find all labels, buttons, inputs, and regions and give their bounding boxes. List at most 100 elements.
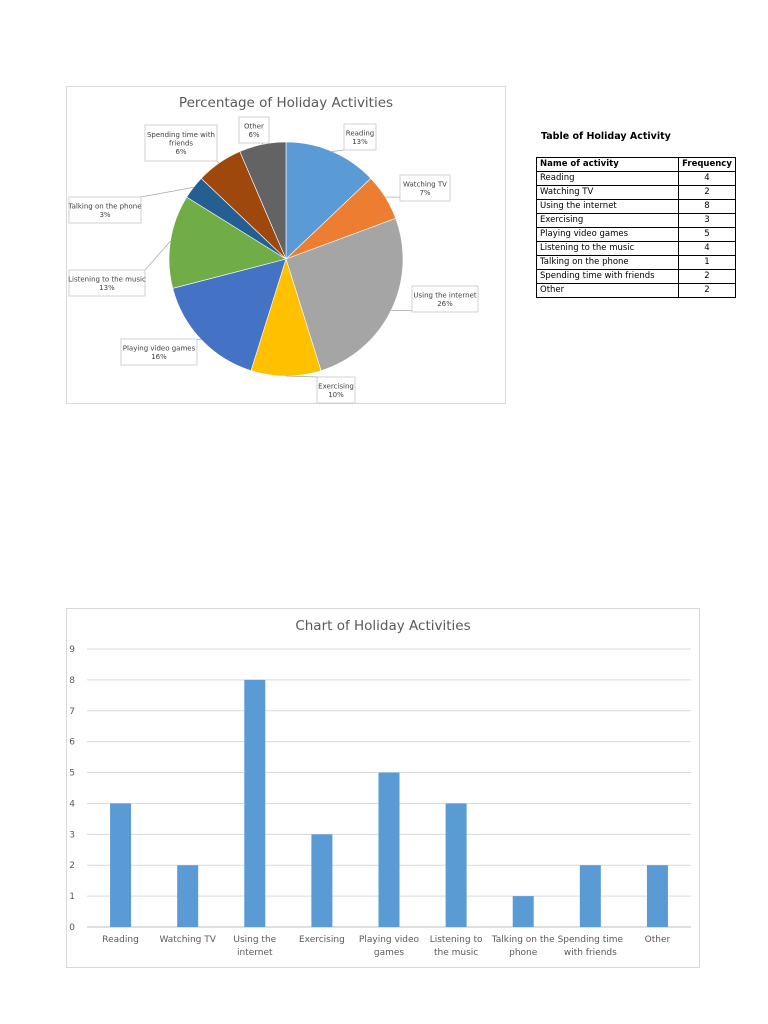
column-header-frequency: Frequency bbox=[678, 157, 736, 172]
pie-data-label-pct: 3% bbox=[99, 211, 110, 219]
y-tick-label: 0 bbox=[69, 923, 75, 933]
pie-data-label-pct: 13% bbox=[99, 284, 115, 292]
bar-spending-time-with-friends bbox=[579, 865, 601, 927]
x-tick-label: Watching TV bbox=[159, 935, 216, 945]
frequency-cell: 2 bbox=[678, 269, 736, 284]
table-row: Watching TV 2 bbox=[536, 185, 736, 200]
frequency-cell: 5 bbox=[678, 227, 736, 242]
pie-data-label-name: Exercising bbox=[318, 382, 354, 390]
y-tick-label: 2 bbox=[69, 861, 75, 871]
x-tick-label: internet bbox=[237, 948, 273, 958]
bar-reading bbox=[110, 803, 132, 927]
activity-name-cell: Exercising bbox=[536, 213, 679, 228]
pie-data-label-pct: 16% bbox=[151, 353, 167, 361]
table-row: Listening to the music 4 bbox=[536, 241, 736, 256]
pie-data-label-pct: 6% bbox=[175, 148, 186, 156]
activity-table: Name of activity Frequency Reading 4 Watc… bbox=[536, 157, 736, 298]
x-tick-label: Listening to bbox=[430, 935, 483, 945]
pie-leader-line bbox=[285, 375, 318, 378]
frequency-cell: 4 bbox=[678, 171, 736, 186]
pie-data-label-name: Spending time with bbox=[147, 131, 215, 139]
pie-leader-line bbox=[216, 160, 220, 164]
x-tick-label: phone bbox=[509, 948, 538, 958]
table-row: Using the internet 8 bbox=[536, 199, 736, 214]
pie-data-label-pct: 10% bbox=[328, 391, 344, 399]
table-row: Exercising 3 bbox=[536, 213, 736, 228]
pie-data-label-pct: 26% bbox=[437, 300, 453, 308]
y-tick-label: 8 bbox=[69, 676, 75, 686]
column-header-activity: Name of activity bbox=[536, 157, 679, 172]
activity-name-cell: Spending time with friends bbox=[536, 269, 679, 284]
x-tick-label: games bbox=[374, 948, 405, 958]
pie-data-label-name: Other bbox=[244, 122, 264, 130]
bar-listening-to-the-music bbox=[445, 803, 467, 927]
bar-chart: Chart of Holiday Activities 0 1 2 3 4 5 6 7 8 9 Re… bbox=[66, 608, 700, 968]
y-tick-label: 9 bbox=[69, 645, 75, 655]
pie-slice-playing-video-games bbox=[172, 258, 287, 372]
pie-leader-line bbox=[140, 187, 194, 198]
pie-label-box bbox=[120, 338, 198, 366]
pie-label-box bbox=[399, 174, 451, 202]
activity-name-cell: Watching TV bbox=[536, 185, 679, 200]
bar-other bbox=[646, 865, 668, 927]
pie-label-box bbox=[411, 285, 479, 313]
frequency-cell: 4 bbox=[678, 241, 736, 256]
y-tick-label: 4 bbox=[69, 799, 75, 809]
x-tick-label: Spending time bbox=[558, 935, 624, 945]
y-tick-label: 3 bbox=[69, 830, 75, 840]
pie-data-label-pct: 6% bbox=[248, 131, 259, 139]
pie-data-label-pct: 13% bbox=[352, 138, 368, 146]
y-tick-label: 1 bbox=[69, 892, 75, 902]
frequency-cell: 2 bbox=[678, 185, 736, 200]
pie-leader-line bbox=[144, 241, 171, 271]
x-tick-label: with friends bbox=[564, 948, 617, 958]
table-row: Playing video games 5 bbox=[536, 227, 736, 242]
table-row: Other 2 bbox=[536, 283, 736, 298]
table-row: Talking on the phone 1 bbox=[536, 255, 736, 270]
frequency-cell: 8 bbox=[678, 199, 736, 214]
pie-label-box bbox=[238, 116, 270, 144]
activity-name-cell: Reading bbox=[536, 171, 679, 186]
y-tick-label: 5 bbox=[69, 769, 75, 779]
table-row: Reading 4 bbox=[536, 171, 736, 186]
pie-data-label-name: Talking on the phone bbox=[67, 202, 141, 210]
pie-data-label-name: Reading bbox=[346, 129, 374, 137]
activity-name-cell: Listening to the music bbox=[536, 241, 679, 256]
bar-talking-on-the-phone bbox=[512, 896, 534, 927]
pie-chart: Percentage of Holiday Activities Reading… bbox=[66, 86, 506, 404]
table-row: Spending time with friends 2 bbox=[536, 269, 736, 284]
x-tick-label: Other bbox=[645, 935, 671, 945]
pie-label-box bbox=[316, 376, 356, 404]
frequency-cell: 2 bbox=[678, 283, 736, 298]
pie-data-label-name: Watching TV bbox=[403, 180, 447, 188]
pie-data-label-pct: 7% bbox=[419, 189, 430, 197]
bar-watching-tv bbox=[177, 865, 199, 927]
pie-data-label-name: Listening to the music bbox=[68, 275, 146, 283]
x-tick-label: Using the bbox=[233, 935, 276, 945]
table-header-row: Name of activity Frequency bbox=[536, 157, 736, 172]
pie-chart-title: Percentage of Holiday Activities bbox=[178, 95, 394, 111]
pie-data-label-name: friends bbox=[169, 140, 193, 148]
activity-name-cell: Using the internet bbox=[536, 199, 679, 214]
bar-using-the-internet bbox=[244, 679, 266, 927]
pie-label-box bbox=[343, 123, 377, 151]
pie-leader-line bbox=[332, 149, 345, 152]
x-tick-label: Exercising bbox=[299, 935, 345, 945]
x-tick-label: Playing video bbox=[359, 935, 420, 945]
activity-name-cell: Playing video games bbox=[536, 227, 679, 242]
bar-chart-plot: 0 1 2 3 4 5 6 7 8 9 Reading Watching TV Using the int… bbox=[69, 645, 691, 958]
bar-exercising bbox=[311, 834, 333, 927]
activity-name-cell: Talking on the phone bbox=[536, 255, 679, 270]
pie-label-box bbox=[68, 196, 142, 224]
pie-data-label-name: Using the internet bbox=[413, 291, 476, 299]
pie-data-label-name: Playing video games bbox=[123, 344, 196, 352]
pie-slice-listening-to-the-music bbox=[168, 196, 287, 289]
frequency-cell: 1 bbox=[678, 255, 736, 270]
x-tick-label: Talking on the bbox=[491, 935, 555, 945]
pie-label-box bbox=[144, 124, 218, 162]
bar-playing-video-games bbox=[378, 772, 400, 927]
pie-label-box bbox=[68, 269, 146, 297]
x-tick-label: Reading bbox=[102, 935, 139, 945]
y-tick-label: 6 bbox=[69, 738, 75, 748]
